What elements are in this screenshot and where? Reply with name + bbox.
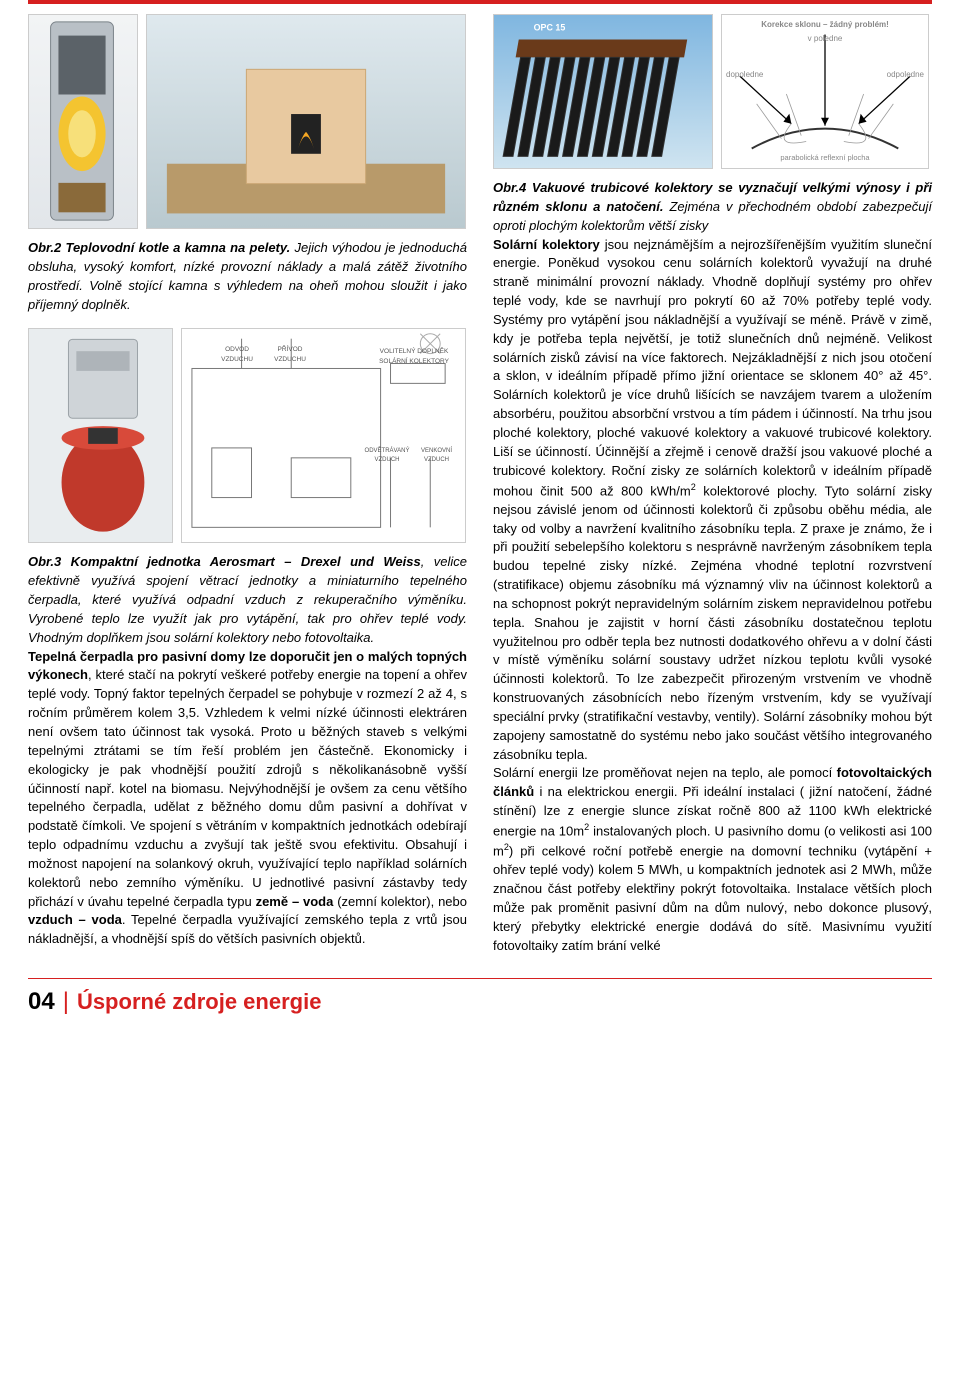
left-body-p1: Tepelná čerpadla pro pasivní domy lze do…	[28, 648, 467, 950]
left-column: Obr.2 Teplovodní kotle a kamna na pelety…	[28, 14, 467, 956]
vacuum-tube-image: OPC 15	[493, 14, 713, 169]
pellet-stove-room-image	[146, 14, 466, 229]
fig3-lead: Obr.3 Kompaktní jednotka Aerosmart – Dre…	[28, 554, 421, 569]
p3-d: ) při celkové roční potřebě energie na d…	[493, 844, 932, 953]
figure-4-caption: Obr.4 Vakuové trubicové kolektory se vyz…	[493, 179, 932, 236]
svg-text:OPC 15: OPC 15	[534, 23, 566, 33]
p1-mid: (zemní kolektor), nebo	[333, 894, 467, 909]
schematic-label: VOLITELNÝ DOPLNĚK SOLÁRNÍ KOLEKTORY	[374, 347, 454, 366]
right-body-p3: Solární energii lze proměňovat nejen na …	[493, 764, 932, 955]
diagram-bottom: parabolická reflexní plocha	[722, 153, 928, 164]
p3-a: Solární energii lze proměňovat nejen na …	[493, 765, 837, 780]
p1-b2: země – voda	[256, 894, 334, 909]
figure-2-row	[28, 14, 467, 229]
page-number: 04	[28, 985, 55, 1020]
diagram-pm: odpoledne	[887, 69, 924, 81]
figure-3-caption: Obr.3 Kompaktní jednotka Aerosmart – Dre…	[28, 553, 467, 647]
top-rule	[28, 0, 932, 4]
figure-4-row: OPC 15	[493, 14, 932, 169]
right-column: OPC 15	[493, 14, 932, 956]
p2-lead: Solární kolektory	[493, 237, 600, 252]
p2-rest-a: jsou nejznámějším a nejrozšířenějším vyu…	[493, 237, 932, 498]
footer: 04 | Úsporné zdroje energie	[28, 978, 932, 1020]
schematic-label: ODVĚTRÁVANÝ VZDUCH	[362, 447, 412, 464]
p1-rest: , které stačí na pokrytí veškeré potřeby…	[28, 667, 467, 908]
schematic-label: ODVOD VZDUCHU	[218, 345, 256, 364]
diagram-title: Korekce sklonu – žádný problém!	[722, 19, 928, 31]
footer-title: Úsporné zdroje energie	[77, 986, 322, 1018]
p2-rest-b: kolektorové plochy. Tyto solární zisky n…	[493, 483, 932, 762]
right-body-p2: Solární kolektory jsou nejznámějším a ne…	[493, 236, 932, 765]
solar-angle-diagram: Korekce sklonu – žádný problém! v poledn…	[721, 14, 929, 169]
figure-2-caption: Obr.2 Teplovodní kotle a kamna na pelety…	[28, 239, 467, 314]
pellet-boiler-image	[28, 14, 138, 229]
figure-3-row: ODVOD VZDUCHU PŘÍVOD VZDUCHU VOLITELNÝ D…	[28, 328, 467, 543]
diagram-noon: v poledne	[722, 33, 928, 45]
footer-divider: |	[63, 985, 69, 1020]
schematic-label: VENKOVNÍ VZDUCH	[414, 447, 459, 464]
aerosmart-schematic-image: ODVOD VZDUCHU PŘÍVOD VZDUCHU VOLITELNÝ D…	[181, 328, 466, 543]
diagram-am: dopoledne	[726, 69, 763, 81]
schematic-label: PŘÍVOD VZDUCHU	[270, 345, 310, 364]
aerosmart-unit-image	[28, 328, 173, 543]
p1-b3: vzduch – voda	[28, 912, 122, 927]
two-column-layout: Obr.2 Teplovodní kotle a kamna na pelety…	[28, 14, 932, 956]
fig2-lead: Obr.2 Teplovodní kotle a kamna na pelety…	[28, 240, 290, 255]
